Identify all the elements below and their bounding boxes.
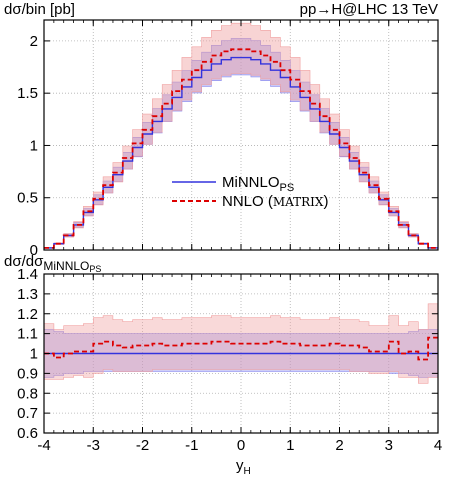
main-axes: 0 0.5 1 1.5 2 [17,19,439,259]
ratio-xtick-label: 2 [335,437,343,454]
main-lines [44,48,438,249]
main-ytick-label: 1 [30,137,38,154]
legend-nnlo-label: NNLO (MATRIX) [222,193,328,210]
ratio-ytick-label: 0.7 [17,405,38,422]
main-ytick-label: 0.5 [17,190,38,207]
ratio-ytick-label: 0.6 [17,425,38,442]
ratio-grid [44,274,438,433]
legend: MiNNLOPS NNLO (MATRIX) [172,174,328,210]
main-ytick-label: 1.5 [17,85,38,102]
main-series-line-1 [44,48,438,249]
ratio-ytick-label: 1.2 [17,306,38,323]
ratio-xtick-label: 3 [385,437,393,454]
ratio-xtick-label: 0 [237,437,245,454]
main-ytick-label: 0 [30,242,38,259]
ratio-ytick-label: 0.9 [17,365,38,382]
ratio-xtick-label: 1 [286,437,294,454]
ratio-xtick-label: -1 [185,437,198,454]
main-title-right: pp→H@LHC 13 TeV [300,1,438,18]
ratio-lines [44,336,438,361]
legend-minnlo-label: MiNNLOPS [222,174,294,194]
ratio-ytick-label: 1 [30,346,38,363]
ratio-xtick-label: -3 [87,437,100,454]
ratio-xtick-label: -2 [136,437,149,454]
main-ylabel: dσ/bin [pb] [4,1,75,18]
main-frame [43,19,439,251]
ratio-ytick-label: 0.8 [17,385,38,402]
x-axis-label: yH [236,457,251,477]
ratio-ylabel: dσ/dσMiNNLOPS [4,253,101,274]
ratio-xtick-label: -4 [37,437,50,454]
ratio-xtick-label: 4 [434,437,442,454]
ratio-ytick-label: 1.4 [17,266,38,283]
ratio-ytick-label: 1.3 [17,286,38,303]
ratio-ytick-label: 1.1 [17,326,38,343]
main-series-line-0 [44,56,438,249]
main-ytick-label: 2 [30,33,38,50]
ratio-axes: -4 -3 -2 -1 0 1 2 3 4 0.6 0.7 0.8 0.9 1 1.1 1.2 1.3 1.4 [17,266,442,454]
ratio-frame [43,273,439,434]
